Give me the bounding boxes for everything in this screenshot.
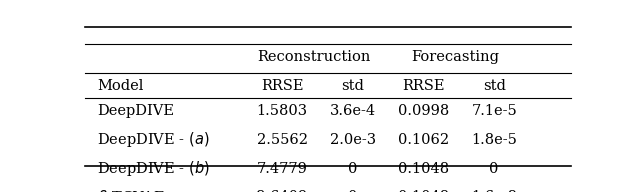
Text: std: std (483, 79, 506, 93)
Text: 2.0e-3: 2.0e-3 (330, 133, 376, 147)
Text: Model: Model (97, 79, 144, 93)
Text: 1.8e-5: 1.8e-5 (471, 133, 517, 147)
Text: 0: 0 (348, 190, 358, 192)
Text: DeepDIVE: DeepDIVE (97, 104, 174, 118)
Text: Forecasting: Forecasting (412, 50, 500, 64)
Text: 7.1e-5: 7.1e-5 (471, 104, 517, 118)
Text: 0: 0 (490, 162, 499, 176)
Text: DeepDIVE - $(b)$: DeepDIVE - $(b)$ (97, 159, 210, 178)
Text: 3.6e-4: 3.6e-4 (330, 104, 376, 118)
Text: 2.5562: 2.5562 (257, 133, 308, 147)
Text: RRSE: RRSE (402, 79, 445, 93)
Text: RRSE: RRSE (261, 79, 303, 93)
Text: 0.1048: 0.1048 (398, 162, 449, 176)
Text: $\beta$-TCVAE: $\beta$-TCVAE (97, 188, 165, 192)
Text: DeepDIVE - $(a)$: DeepDIVE - $(a)$ (97, 130, 210, 149)
Text: 0.1048: 0.1048 (398, 190, 449, 192)
Text: 0.1062: 0.1062 (398, 133, 449, 147)
Text: 1.5803: 1.5803 (257, 104, 308, 118)
Text: 1.6e-8: 1.6e-8 (471, 190, 517, 192)
Text: 8.6409: 8.6409 (257, 190, 308, 192)
Text: 0: 0 (348, 162, 358, 176)
Text: 0.0998: 0.0998 (398, 104, 449, 118)
Text: std: std (341, 79, 364, 93)
Text: Reconstruction: Reconstruction (258, 50, 371, 64)
Text: 7.4779: 7.4779 (257, 162, 308, 176)
